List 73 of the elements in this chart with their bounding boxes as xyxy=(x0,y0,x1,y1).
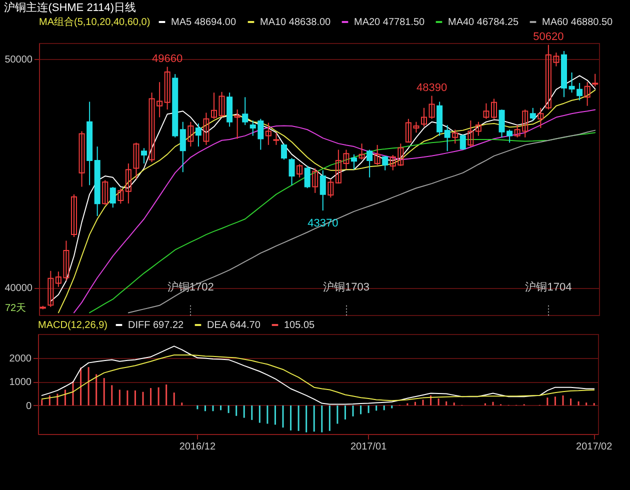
legend-label: DEA 644.70 xyxy=(207,320,261,331)
legend-label: DIFF 697.22 xyxy=(128,320,184,331)
line-series xyxy=(41,354,595,402)
legend-label: MA60 46880.50 xyxy=(542,17,614,28)
candlestick xyxy=(483,102,490,120)
candlestick xyxy=(211,92,217,120)
chart-title: 沪铜主连(SHME 2114)日线 xyxy=(4,1,136,14)
candlestick xyxy=(592,73,598,87)
candlestick xyxy=(428,95,435,120)
candlestick xyxy=(195,122,202,148)
x-tick-label: 沪铜1702 xyxy=(167,280,214,294)
candlestick xyxy=(164,66,170,110)
candlestick xyxy=(118,188,124,204)
x-tick-label: 2016/12 xyxy=(179,442,216,452)
legend-label: 105.05 xyxy=(284,320,316,331)
candlestick xyxy=(180,121,186,173)
line-series xyxy=(41,346,595,405)
candlestick xyxy=(141,148,147,164)
candlestick xyxy=(374,144,380,166)
legend-label: MA20 47781.50 xyxy=(354,17,426,28)
x-tick-label: 2017/02 xyxy=(576,442,613,452)
y-tick-label: 40000 xyxy=(4,283,33,294)
candlestick xyxy=(296,164,303,178)
y-tick-label: 0 xyxy=(26,400,32,412)
y-tick-label: 50000 xyxy=(4,54,33,66)
candlestick xyxy=(218,91,225,118)
candlestick xyxy=(188,121,194,148)
candlestick xyxy=(366,149,373,178)
candlestick xyxy=(328,178,334,198)
candlestick xyxy=(468,120,474,148)
candlestick xyxy=(382,155,388,171)
text: 72天 xyxy=(5,303,26,314)
candlestick xyxy=(460,134,466,150)
candlestick xyxy=(538,107,544,129)
candlestick xyxy=(452,129,458,144)
candlestick xyxy=(242,96,248,126)
x-tick-label: 2017/01 xyxy=(350,442,388,452)
candlestick xyxy=(78,130,85,188)
candlestick xyxy=(281,143,287,160)
legend-title: MA组合(5,10,20,40,60,0) xyxy=(39,16,150,28)
y-tick-label: 1000 xyxy=(9,377,32,388)
legend-label: MA40 46784.25 xyxy=(448,17,520,28)
candlestick xyxy=(320,170,326,212)
legend-label: MA5 48694.00 xyxy=(171,17,236,28)
candlestick xyxy=(102,180,108,206)
candlestick xyxy=(421,107,427,128)
candlestick xyxy=(125,162,132,204)
legend-title: MACD(12,26,9) xyxy=(38,320,108,331)
candlestick xyxy=(203,112,210,146)
candlestick xyxy=(48,270,54,308)
candlestick xyxy=(273,132,280,146)
candlestick xyxy=(265,122,272,146)
annotation: 49660 xyxy=(152,52,183,65)
candlestick xyxy=(475,121,482,136)
candlestick xyxy=(133,142,140,180)
candlestick xyxy=(71,194,77,238)
candlestick xyxy=(491,98,497,120)
y-tick-label: 2000 xyxy=(9,353,32,364)
x-tick-label: 沪铜1703 xyxy=(322,280,370,294)
candlestick xyxy=(288,157,295,186)
candlestick xyxy=(358,143,365,160)
candlestick xyxy=(110,186,116,208)
candlestick xyxy=(530,107,536,121)
candlestick xyxy=(584,82,590,106)
candlestick xyxy=(234,109,240,140)
x-tick-label: 沪铜1704 xyxy=(525,280,572,294)
legend-label: MA10 48638.00 xyxy=(260,17,332,28)
candlestick xyxy=(304,165,310,189)
annotation: 50620 xyxy=(533,30,564,43)
annotation: 48390 xyxy=(416,82,448,94)
candlestick xyxy=(312,168,318,194)
candlestick xyxy=(444,124,450,152)
candlestick xyxy=(351,154,357,170)
